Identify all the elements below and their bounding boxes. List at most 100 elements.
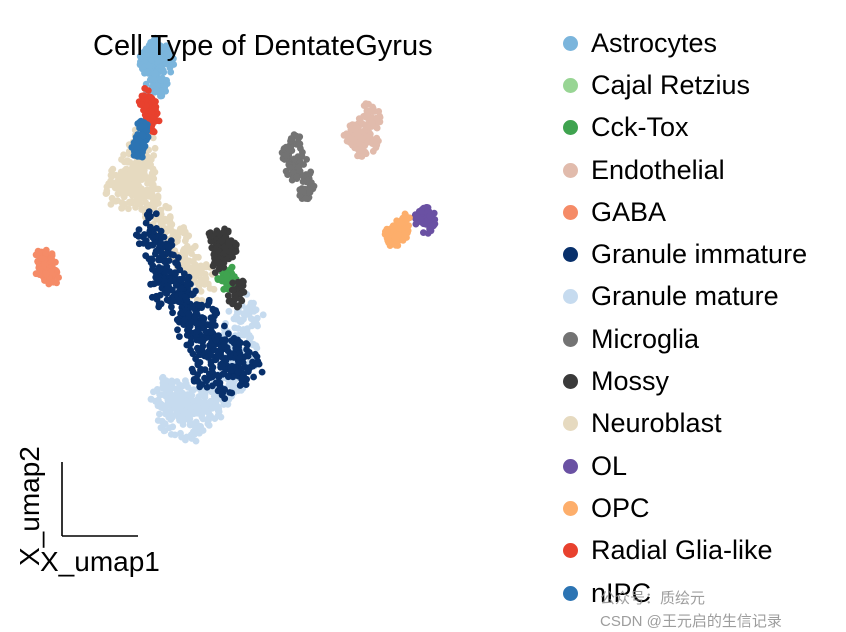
point-radial-glia-like [144,87,152,94]
point-granule-mature [167,395,174,402]
point-granule-immature [232,344,240,352]
point-microglia [296,167,304,175]
point-neuroblast [128,165,136,173]
series-gaba [32,246,62,288]
y-axis-label: X_umap2 [14,446,45,566]
point-granule-immature [156,291,164,299]
point-astrocytes [160,68,168,76]
point-granule-immature [205,370,213,378]
point-ol [413,213,421,220]
point-granule-mature [183,397,191,405]
legend-marker-cajal-retzius [563,77,578,93]
point-neuroblast [118,199,126,207]
point-neuroblast [182,261,190,268]
point-opc [391,233,399,241]
point-granule-mature [253,344,261,352]
point-granule-mature [248,322,256,330]
point-granule-mature [162,377,170,384]
point-granule-immature [242,381,250,388]
point-nipc [130,152,138,159]
point-microglia [284,144,292,152]
legend-item-cck-tox: Cck-Tox [563,107,807,149]
legend-label-granule-mature: Granule mature [591,281,779,312]
point-nipc [134,136,142,144]
point-astrocytes [155,48,162,56]
point-granule-immature [207,328,215,336]
point-gaba [35,248,43,256]
point-granule-mature [182,377,189,384]
point-granule-immature [148,293,156,301]
point-granule-mature [161,420,169,428]
legend-label-microglia: Microglia [591,323,700,354]
legend-marker-ol [563,458,578,474]
legend-label-astrocytes: Astrocytes [591,27,718,58]
point-endothelial [364,138,372,146]
legend-marker-opc [563,500,578,516]
point-neuroblast [126,182,134,190]
point-granule-mature [213,396,221,404]
point-granule-immature [238,376,246,384]
point-neuroblast [186,247,194,255]
point-granule-immature [202,328,210,336]
point-granule-mature [168,377,176,385]
point-granule-immature [157,240,165,247]
point-granule-mature [222,400,230,408]
point-mossy [238,296,245,304]
point-cck-tox [229,273,236,280]
point-neuroblast [174,233,182,241]
point-gaba [48,250,56,258]
point-granule-mature [190,386,198,394]
series-endothelial [340,100,384,160]
point-granule-immature [178,285,185,292]
point-opc [392,241,400,249]
point-granule-immature [199,336,207,344]
point-radial-glia-like [149,128,156,135]
legend-item-microglia: Microglia [563,318,807,360]
legend-label-nipc: nIPC [591,577,652,608]
point-granule-immature [228,389,236,397]
point-neuroblast [123,174,131,182]
point-granule-mature [198,413,206,421]
point-astrocytes [151,41,159,48]
point-endothelial [354,146,362,154]
point-granule-immature [194,371,202,379]
legend-label-cck-tox: Cck-Tox [591,112,689,143]
legend-item-gaba: GABA [563,191,807,233]
watermark-line1: 公众号：质绘元 [600,590,706,607]
point-granule-immature [226,351,234,359]
point-granule-mature [214,403,222,410]
point-granule-immature [234,368,242,376]
point-endothelial [353,129,361,136]
point-granule-immature [155,256,163,264]
point-neuroblast [165,204,173,212]
point-granule-immature [147,213,154,220]
point-granule-immature [184,326,191,334]
umap-axes [61,462,138,537]
point-granule-immature [258,368,266,376]
point-granule-mature [233,312,240,320]
point-granule-mature [190,431,198,438]
point-gaba [48,256,56,264]
point-granule-mature [175,403,183,411]
legend-marker-mossy [563,374,578,390]
point-microglia [303,156,310,163]
point-granule-immature [152,273,160,281]
point-granule-immature [208,319,216,327]
point-neuroblast [107,201,115,208]
point-granule-mature [156,391,164,398]
point-granule-immature [193,328,201,335]
point-microglia [293,132,300,140]
x-axis-label: X_umap1 [40,546,160,577]
point-granule-immature [236,382,244,389]
point-granule-immature [180,270,188,277]
point-granule-mature [166,387,174,395]
point-granule-immature [173,316,181,324]
legend-item-cajal-retzius: Cajal Retzius [563,64,807,106]
point-granule-immature [157,227,165,235]
point-granule-immature [135,240,143,248]
point-granule-immature [251,350,259,358]
series-ol [411,204,439,237]
point-granule-immature [189,303,197,310]
chart-title: Cell Type of DentateGyrus [93,30,433,62]
legend-item-mossy: Mossy [563,360,807,402]
